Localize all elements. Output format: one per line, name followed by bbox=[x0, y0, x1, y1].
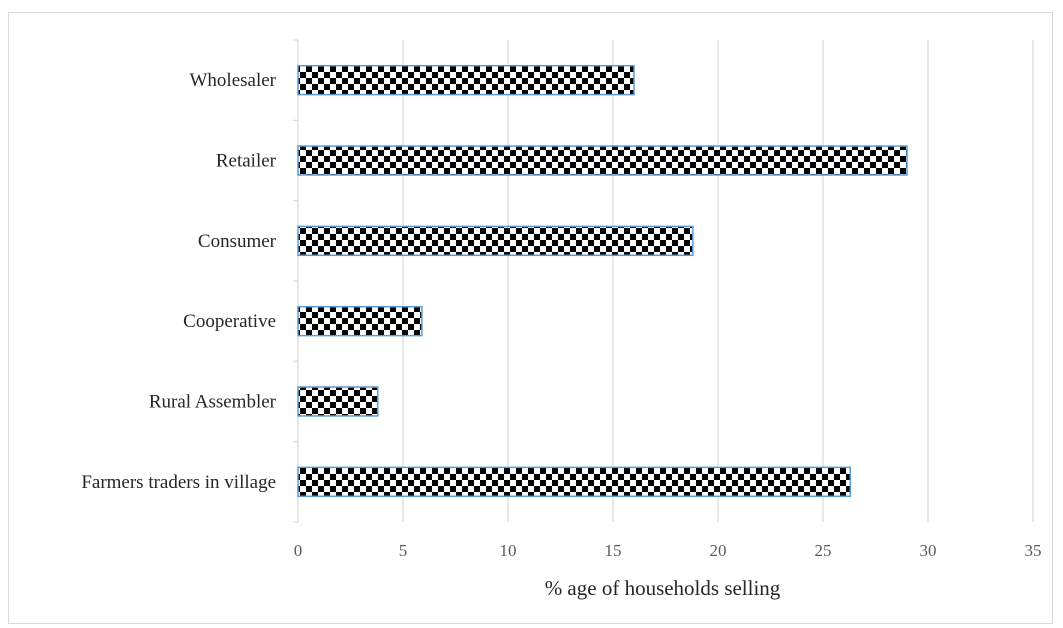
x-tick-label: 25 bbox=[815, 541, 832, 560]
category-label: Farmers traders in village bbox=[81, 472, 276, 493]
x-tick-label: 20 bbox=[710, 541, 727, 560]
x-tick-label: 15 bbox=[605, 541, 622, 560]
category-label: Cooperative bbox=[183, 311, 276, 332]
category-label: Retailer bbox=[216, 151, 277, 172]
x-tick-label: 35 bbox=[1025, 541, 1042, 560]
category-label: Consumer bbox=[198, 231, 277, 252]
chart-frame bbox=[8, 12, 1053, 624]
bar-consumer bbox=[297, 225, 694, 257]
category-label: Wholesaler bbox=[189, 70, 276, 91]
x-tick-label: 10 bbox=[500, 541, 517, 560]
y-axis-line bbox=[293, 39, 299, 523]
x-tick-label: 0 bbox=[294, 541, 303, 560]
x-axis-title: % age of households selling bbox=[545, 576, 781, 600]
bar-retailer bbox=[297, 145, 908, 176]
gridlines bbox=[402, 40, 1034, 522]
x-tick-label: 5 bbox=[399, 541, 408, 560]
bar-cooperative bbox=[297, 305, 423, 337]
category-labels: Wholesaler Retailer Consumer Cooperative Rur… bbox=[81, 70, 276, 493]
x-tick-label: 30 bbox=[920, 541, 937, 560]
bar-rural-assembler bbox=[297, 386, 379, 417]
x-tick-labels: 0 5 10 15 20 25 30 35 bbox=[294, 541, 1042, 560]
bar-wholesaler bbox=[297, 64, 635, 96]
bar-farmers-traders-in-village bbox=[297, 466, 852, 498]
bars bbox=[297, 64, 908, 498]
category-label: Rural Assembler bbox=[149, 392, 277, 413]
